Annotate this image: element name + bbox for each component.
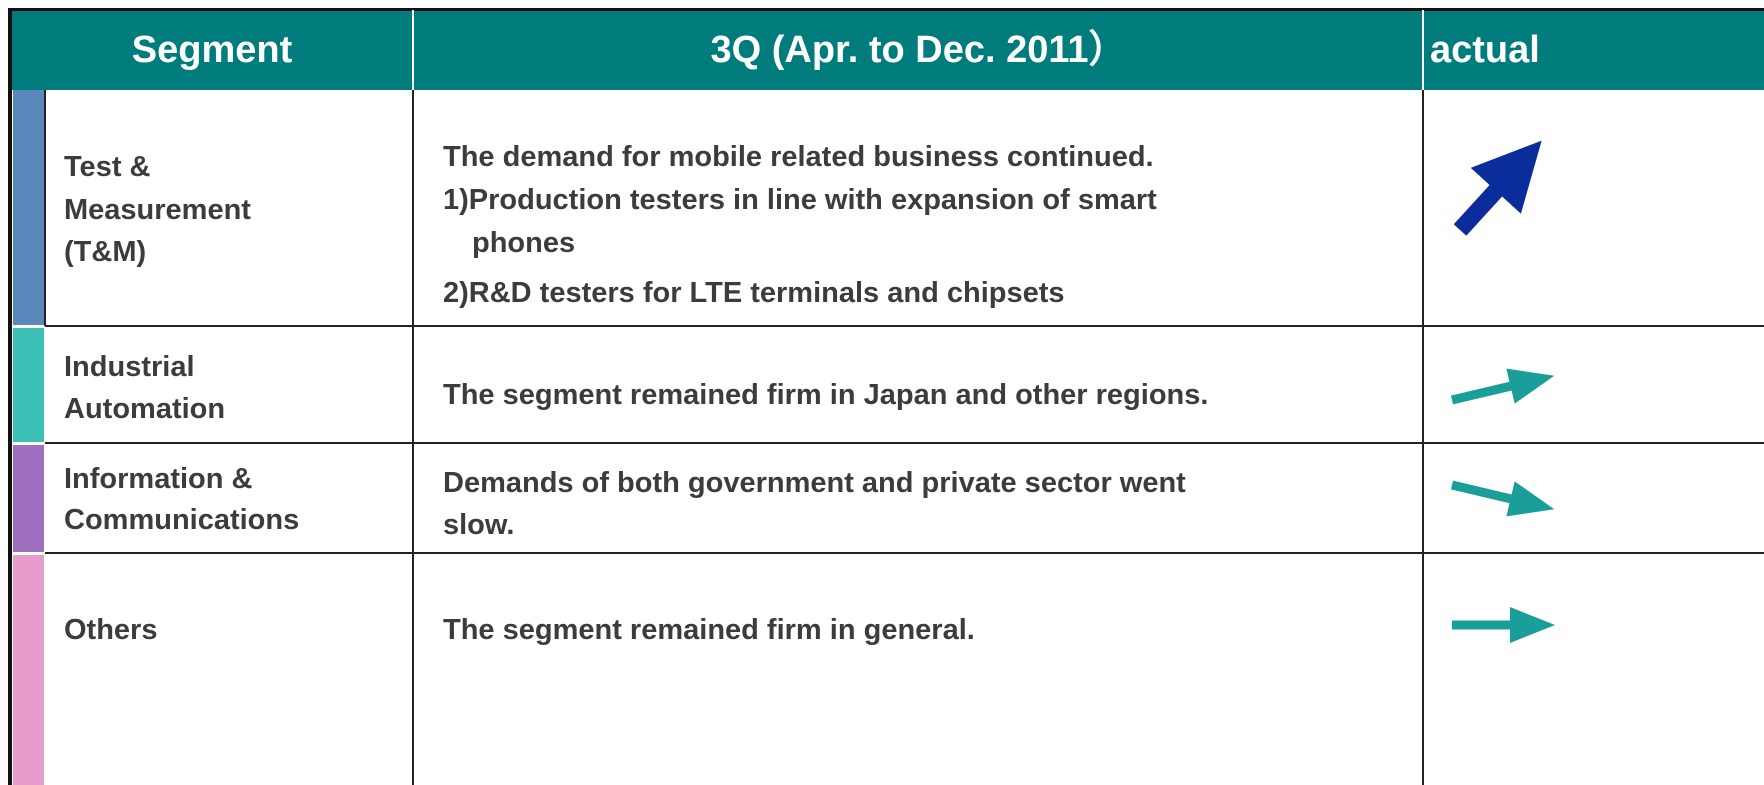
segment-color-bar [13,328,44,442]
segment-label: Industrial [64,351,195,383]
header-band [10,10,1764,90]
arrow-slight-down [1450,480,1555,517]
description: slow. [443,509,515,541]
header-cell: 3Q (Apr. to Dec. 2011） [710,29,1127,71]
description: Demands of both government and private s… [443,467,1186,499]
column-divider [1422,10,1424,90]
segment-label: Information & [64,463,253,495]
segment-label: Automation [64,393,226,425]
header-cell: Segment [131,29,293,71]
column-divider [44,90,46,326]
segment-label: Communications [64,504,300,536]
segment-color-bar [13,445,44,552]
segment-label: Test & [64,151,151,183]
segment-color-bar [13,90,44,325]
row-divider [45,442,1764,444]
top-border [8,8,1764,11]
row-divider [45,325,1764,327]
left-border [8,10,12,785]
column-divider [412,90,414,785]
row-divider [45,552,1764,554]
description: 2)R&D testers for LTE terminals and chip… [443,277,1065,309]
segment-label: Measurement [64,194,251,226]
arrow-slight-up [1450,368,1555,405]
description: 1)Production testers in line with expans… [443,184,1157,216]
column-divider [1422,90,1424,785]
description: The segment remained firm in Japan and o… [443,379,1209,411]
segment-label: (T&M) [64,236,147,268]
segment-label: Others [64,614,158,646]
arrow-up [1453,140,1542,236]
description: phones [472,227,576,259]
segment-color-bar [13,555,44,785]
description: The segment remained firm in general. [443,614,975,646]
description: The demand for mobile related business c… [443,141,1154,173]
header-cell: actual [1430,29,1540,71]
